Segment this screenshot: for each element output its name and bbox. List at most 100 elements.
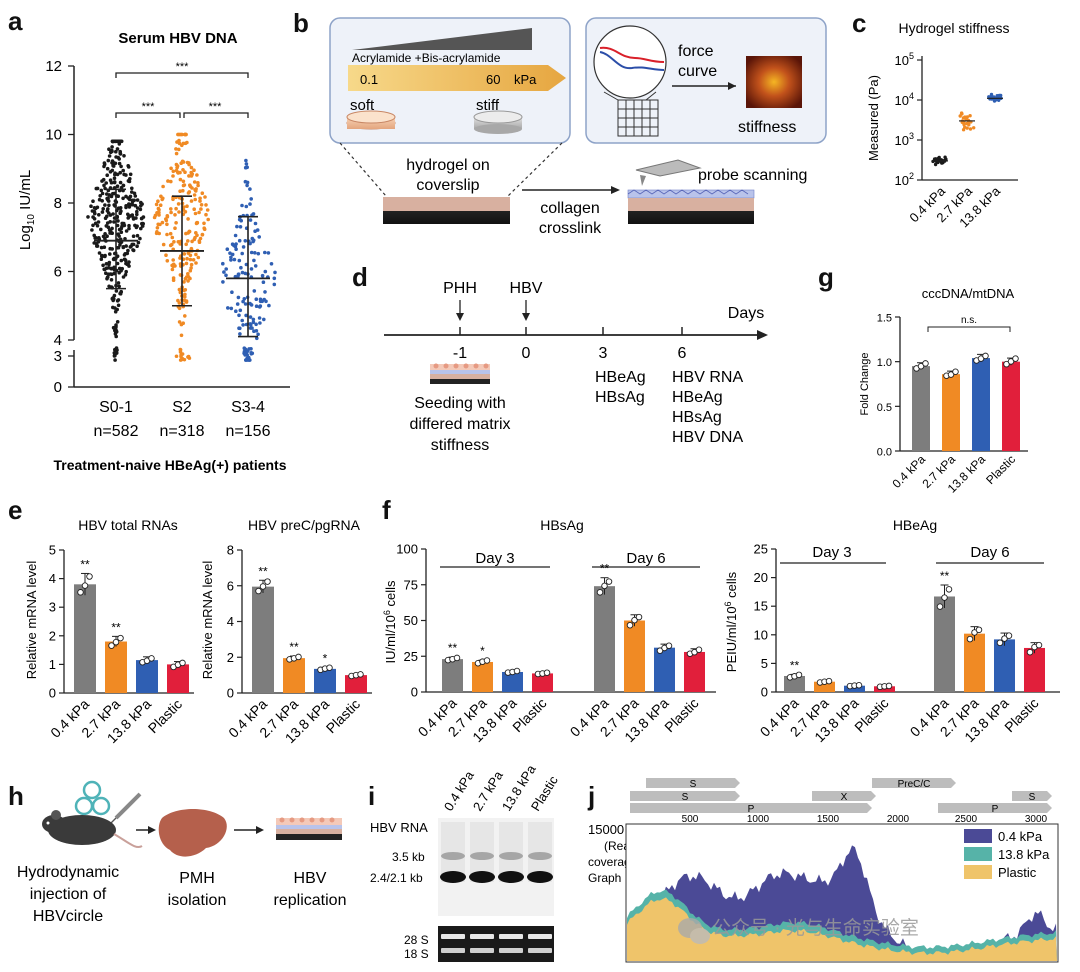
a-dot <box>103 203 107 207</box>
a-dot <box>174 354 179 359</box>
collagen-layer-icon <box>627 189 755 199</box>
replicate-point <box>596 589 604 596</box>
a-dot <box>240 203 244 208</box>
a-dot <box>185 160 190 165</box>
ytick-label: 8 <box>227 543 234 558</box>
panel-f-right-ylabel: PEIU/ml/106 cells <box>723 571 739 672</box>
a-ytick-label: 8 <box>54 195 62 212</box>
band-28s <box>528 934 552 939</box>
band-24kb <box>498 871 524 883</box>
a-dot <box>187 190 192 194</box>
c-dot <box>967 123 971 127</box>
a-dot <box>175 164 180 168</box>
a-group-name: S2 <box>172 399 192 416</box>
a-dot <box>122 257 127 262</box>
culture-dish-icon <box>276 817 342 840</box>
a-dot <box>128 172 133 177</box>
a-dot <box>189 266 193 270</box>
panel-f: HBsAg HBeAg IU/ml/106 cells PEIU/ml/106 … <box>382 517 1060 745</box>
d-seeding-1: differed matrix <box>409 416 510 433</box>
a-dot <box>254 336 259 341</box>
a-dot <box>117 161 122 166</box>
a-dot <box>117 234 121 238</box>
gene-arrow <box>872 778 956 788</box>
a-dot <box>186 239 190 243</box>
a-dot <box>165 214 170 218</box>
a-dot <box>195 220 200 225</box>
a-dot <box>173 226 177 230</box>
replicate-point <box>855 682 863 689</box>
a-dot <box>257 316 262 320</box>
seeding-dish-icon <box>430 363 490 384</box>
a-dot <box>114 323 118 327</box>
a-dot <box>237 313 241 318</box>
bar <box>624 620 645 692</box>
d-day-3: 3 <box>599 345 608 362</box>
ytick-label: 4 <box>49 571 56 586</box>
legend-swatch <box>964 829 992 843</box>
panel-label-f: f <box>382 495 391 525</box>
a-dot <box>112 203 116 207</box>
ytick-label: 6 <box>227 578 234 593</box>
a-dot <box>269 262 274 266</box>
replicate-point <box>1007 358 1015 365</box>
panel-g: cccDNA/mtDNA Fold Change 1.51.00.50.00.4… <box>859 286 1028 496</box>
a-dot <box>198 236 203 241</box>
ytick-label: 0.5 <box>877 402 892 414</box>
a-dot <box>203 195 207 199</box>
a-dot <box>193 188 197 192</box>
a-dot <box>266 251 271 255</box>
a-dot <box>113 347 117 352</box>
a-dot <box>202 226 206 230</box>
a-dot <box>153 213 158 218</box>
a-dot <box>107 193 112 197</box>
a-dot <box>103 186 107 191</box>
panel-e-right-title: HBV preC/pgRNA <box>248 517 361 533</box>
panel-e-right-ylabel: Relative mRNA level <box>200 561 215 680</box>
a-dot <box>158 203 163 207</box>
j-ylabel-2: Graph <box>588 871 621 885</box>
a-dot <box>129 202 133 207</box>
b-hydrogel-2: coverslip <box>416 177 479 194</box>
d-seeding-0: Seeding with <box>414 395 506 412</box>
a-dot <box>224 267 228 271</box>
a-dot <box>105 214 109 219</box>
a-dot <box>206 217 210 222</box>
a-dot <box>102 183 106 188</box>
a-dot <box>101 177 106 182</box>
a-dot <box>124 229 129 233</box>
a-dot <box>121 196 125 201</box>
ytick-label: 5 <box>761 656 768 671</box>
panel-f-right-title: HBeAg <box>893 517 937 533</box>
c-dot <box>963 125 967 129</box>
ytick-label: 5 <box>49 543 56 558</box>
bar <box>167 664 189 693</box>
replicate-point <box>259 583 267 590</box>
liver-icon <box>158 809 227 857</box>
gene-arrow <box>646 778 740 788</box>
h-injection-2: HBVcircle <box>33 908 103 925</box>
replicate-point <box>453 654 461 662</box>
a-dot <box>130 190 134 194</box>
a-dot <box>191 258 196 262</box>
panel-label-g: g <box>818 262 834 292</box>
a-dot <box>157 210 161 215</box>
ytick-label: 1.0 <box>877 357 892 369</box>
a-dot <box>101 207 105 211</box>
a-dot <box>168 231 173 236</box>
ytick-label: 25 <box>404 649 418 664</box>
a-dot <box>108 246 112 251</box>
c-dot <box>968 127 973 131</box>
a-dot <box>168 243 173 248</box>
a-dot <box>170 235 175 240</box>
a-dot <box>102 267 107 272</box>
b-probe: probe scanning <box>698 167 807 184</box>
a-dot <box>170 267 175 272</box>
a-dot <box>249 303 254 307</box>
bar <box>136 660 158 693</box>
panel-f-left-ylabel: IU/ml/106 cells <box>382 580 398 664</box>
a-dot <box>179 357 184 362</box>
